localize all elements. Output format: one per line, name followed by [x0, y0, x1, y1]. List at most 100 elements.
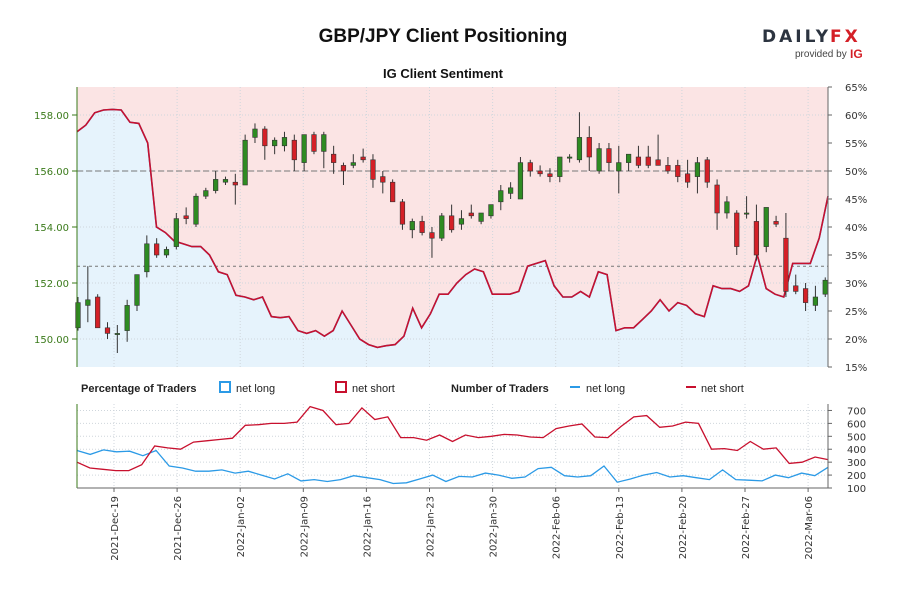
traders-tick-label: 300 [847, 458, 866, 469]
main-axes: 150.00 152.00 154.00 156.00 158.00 15% 20% 25% 3… [34, 83, 867, 374]
candle-body [665, 165, 671, 172]
candle-body [104, 327, 111, 334]
candle-body [724, 201, 730, 214]
date-tick-label: 2022-Feb-06 [552, 496, 563, 559]
candle-body [458, 218, 465, 225]
candle-body [527, 162, 533, 172]
dailyfx-logo: DAILY FX provided by IG [762, 27, 863, 61]
logo-provided-text: provided by [795, 49, 847, 60]
candle-body [626, 153, 632, 163]
candle-body [193, 195, 199, 225]
candle-body [753, 221, 760, 256]
candle-body [616, 162, 622, 172]
candle-body [517, 162, 524, 200]
candle-body [291, 139, 297, 161]
candle-body [75, 302, 81, 329]
candle-body [134, 274, 140, 306]
candle-body [606, 148, 612, 163]
candle-body [783, 237, 789, 292]
candle-body [144, 243, 150, 273]
date-tick-label: 2022-Jan-09 [299, 496, 310, 557]
candle-body [714, 184, 720, 214]
price-tick-label: 156.00 [34, 167, 69, 178]
candle-body [380, 176, 386, 183]
date-tick-label: 2021-Dec-19 [110, 496, 121, 561]
price-candles [75, 112, 828, 353]
percent-tick-label: 60% [845, 111, 867, 122]
candle-body [635, 156, 642, 166]
candle-body [488, 204, 494, 217]
legend-num-long-label: net long [586, 383, 625, 395]
chart-subtitle: IG Client Sentiment [383, 66, 504, 81]
candle-body [321, 134, 327, 152]
traders-tick-label: 700 [847, 406, 866, 417]
legend-pct-short-swatch [335, 381, 347, 393]
traders-tick-label: 200 [847, 471, 866, 482]
percent-tick-label: 20% [845, 335, 867, 346]
traders-tick-label: 500 [847, 432, 866, 443]
candle-body [390, 181, 396, 203]
candle-body [124, 305, 130, 331]
date-tick-label: 2022-Jan-02 [236, 496, 247, 557]
price-tick-label: 154.00 [34, 223, 69, 234]
candle-body [694, 162, 701, 177]
date-tick-label: 2022-Feb-27 [741, 496, 752, 559]
candle-body [498, 190, 504, 203]
candle-body [360, 156, 366, 161]
price-tick-label: 150.00 [34, 335, 69, 346]
candle-body [213, 179, 219, 191]
date-tick-label: 2022-Jan-16 [362, 496, 373, 557]
candle-body [85, 299, 91, 306]
candle-body [557, 156, 563, 177]
sentiment-lines [76, 108, 829, 349]
candle-body [793, 285, 799, 292]
candle-body [684, 173, 691, 183]
date-tick-label: 2022-Feb-20 [678, 496, 689, 559]
candle-body [183, 215, 189, 219]
candle-body [802, 288, 809, 303]
candle-body [537, 170, 543, 175]
legend-num-short-label: net short [701, 383, 744, 395]
date-tick-label: 2022-Jan-23 [426, 496, 437, 557]
candle-body [95, 296, 101, 329]
candle-body [252, 128, 258, 138]
candle-body [822, 279, 828, 295]
candle-body [350, 162, 356, 166]
candle-body [340, 165, 347, 172]
legend-percentage-title: Percentage of Traders [81, 383, 197, 395]
candle-body [508, 187, 514, 194]
candle-body [429, 232, 435, 239]
candle-body [773, 221, 779, 225]
price-tick-label: 158.00 [34, 111, 69, 122]
candle-body [242, 139, 248, 186]
candle-body [675, 165, 681, 177]
percent-tick-label: 55% [845, 139, 867, 150]
candle-body [232, 181, 238, 186]
candle-body [331, 153, 337, 163]
logo-daily-text: DAILY [762, 27, 831, 47]
candle-body [596, 148, 602, 172]
candle-body [419, 221, 425, 233]
traders-short-line [76, 405, 829, 472]
logo-ig-text: IG [850, 47, 863, 61]
candle-body [763, 207, 769, 247]
percent-tick-label: 30% [845, 279, 867, 290]
candle-body [272, 139, 278, 147]
date-tick-label: 2022-Jan-30 [489, 496, 500, 557]
legend-pct-long-label: net long [236, 383, 275, 395]
traders-tick-label: 100 [847, 484, 866, 495]
candle-body [281, 137, 288, 147]
candle-body [586, 137, 592, 158]
candle-body [439, 215, 445, 239]
traders-axes: 100 200 300 400 500 600 700 [76, 404, 866, 495]
candle-body [547, 173, 553, 177]
legend: Percentage of Traders net long net short… [81, 381, 744, 395]
percent-tick-label: 35% [845, 251, 867, 262]
percent-tick-label: 45% [845, 195, 867, 206]
candle-body [311, 134, 317, 152]
candle-body [222, 179, 229, 183]
legend-pct-long-swatch [219, 381, 231, 393]
price-tick-label: 152.00 [34, 279, 69, 290]
traders-lines [76, 405, 829, 485]
